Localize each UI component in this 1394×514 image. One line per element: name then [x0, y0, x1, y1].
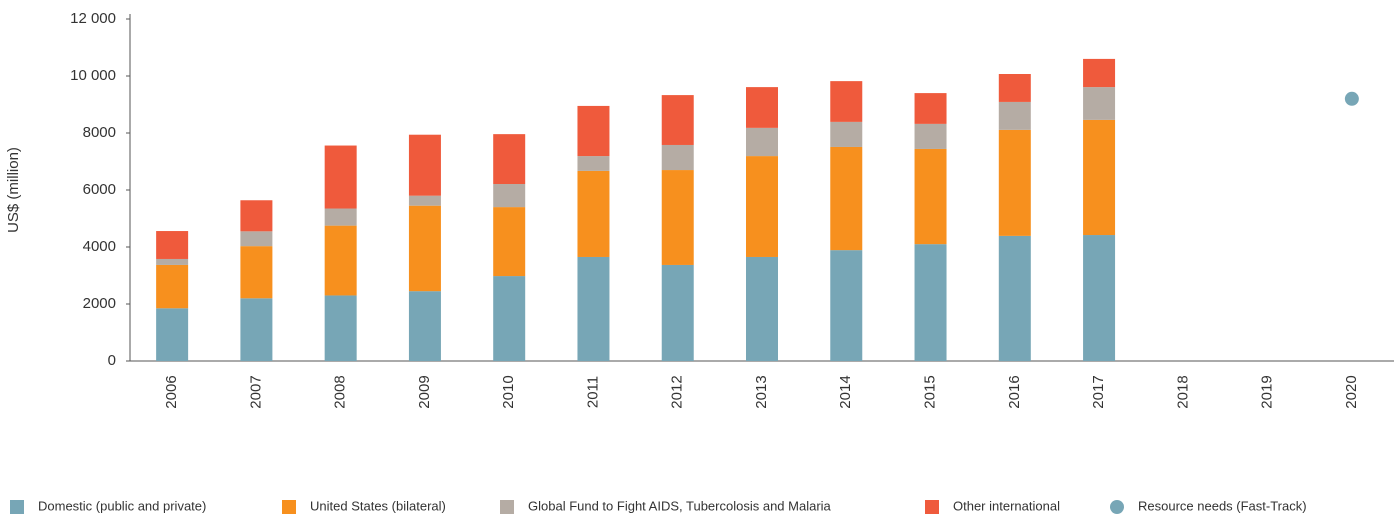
- bar-segment: [1083, 235, 1116, 361]
- y-tick-label: 4000: [83, 238, 116, 255]
- x-tick-label: 2011: [584, 376, 601, 408]
- bar-segment: [830, 146, 863, 251]
- bar-segment: [156, 308, 189, 361]
- y-axis-label: US$ (million): [5, 147, 22, 233]
- y-tick-label: 10 000: [70, 67, 116, 84]
- bar-segment: [914, 123, 947, 149]
- bar-segment: [998, 101, 1031, 130]
- bar-segment: [408, 205, 441, 292]
- bar-segment: [746, 156, 778, 257]
- bar-segment: [914, 244, 947, 361]
- bar-segment: [493, 184, 526, 208]
- bar-segment: [493, 276, 526, 361]
- legend-swatch: [925, 500, 939, 514]
- x-tick-label: 2006: [163, 375, 180, 408]
- x-tick-label: 2007: [247, 375, 264, 408]
- bar-segment: [408, 291, 441, 361]
- y-tick-label: 12 000: [70, 10, 116, 27]
- bar-segment: [577, 105, 610, 157]
- x-tick-label: 2016: [1006, 375, 1023, 408]
- x-tick-label: 2014: [837, 375, 854, 408]
- bar-segment: [661, 264, 694, 361]
- bar-segment: [324, 208, 357, 226]
- bar-segment: [324, 145, 357, 209]
- bar-segment: [577, 170, 610, 257]
- bar-segment: [156, 258, 189, 265]
- bar-segment: [324, 295, 357, 361]
- bar-segment: [1083, 58, 1116, 88]
- marker: [1344, 91, 1359, 106]
- bar-segment: [240, 298, 273, 361]
- x-tick-label: 2008: [332, 375, 349, 408]
- bar-segment: [830, 81, 863, 122]
- x-tick-label: 2009: [416, 375, 433, 408]
- bar-segment: [746, 256, 778, 361]
- bar-segment: [240, 200, 273, 232]
- bar-segment: [998, 129, 1031, 236]
- bar-segment: [746, 127, 778, 157]
- x-tick-label: 2013: [753, 375, 770, 408]
- y-tick-label: 6000: [83, 181, 116, 198]
- bar-segment: [577, 156, 610, 171]
- bar-segment: [830, 250, 863, 361]
- bar-segment: [830, 121, 863, 147]
- bar-segment: [240, 246, 273, 299]
- bar-segment: [408, 195, 441, 206]
- bar-segment: [493, 207, 526, 277]
- bar-segment: [1083, 87, 1116, 120]
- legend-swatch: [282, 500, 296, 514]
- legend-swatch: [10, 500, 24, 514]
- bar-segment: [577, 256, 610, 361]
- bar-segment: [661, 144, 694, 171]
- x-tick-label: 2012: [669, 375, 686, 408]
- bar-segment: [1083, 119, 1116, 236]
- bar-segment: [324, 225, 357, 296]
- x-tick-label: 2019: [1259, 375, 1276, 408]
- legend-swatch: [500, 500, 514, 514]
- bar-segment: [914, 148, 947, 245]
- bar-segment: [914, 93, 947, 124]
- bar-segment: [661, 170, 694, 265]
- legend-swatch: [1110, 500, 1124, 514]
- x-tick-label: 2018: [1174, 375, 1191, 408]
- bar-segment: [156, 264, 189, 309]
- bar-segment: [746, 87, 778, 128]
- legend-label: Other international: [953, 498, 1060, 513]
- bar-segment: [240, 231, 273, 247]
- x-tick-label: 2017: [1090, 375, 1107, 408]
- x-tick-label: 2010: [500, 375, 517, 408]
- bar-segment: [661, 95, 694, 145]
- legend-label: United States (bilateral): [310, 498, 446, 513]
- legend-label: Resource needs (Fast-Track): [1138, 498, 1307, 513]
- x-tick-label: 2015: [922, 375, 939, 408]
- y-tick-label: 8000: [83, 124, 116, 141]
- bar-segment: [493, 134, 526, 185]
- x-tick-label: 2020: [1343, 375, 1360, 408]
- y-tick-label: 0: [108, 352, 116, 369]
- y-tick-label: 2000: [83, 295, 116, 312]
- bar-segment: [408, 134, 441, 196]
- bar-segment: [998, 74, 1031, 102]
- legend-label: Global Fund to Fight AIDS, Tubercolosis …: [528, 498, 832, 513]
- legend-label: Domestic (public and private): [38, 498, 206, 513]
- bar-segment: [998, 235, 1031, 361]
- bar-segment: [156, 231, 189, 259]
